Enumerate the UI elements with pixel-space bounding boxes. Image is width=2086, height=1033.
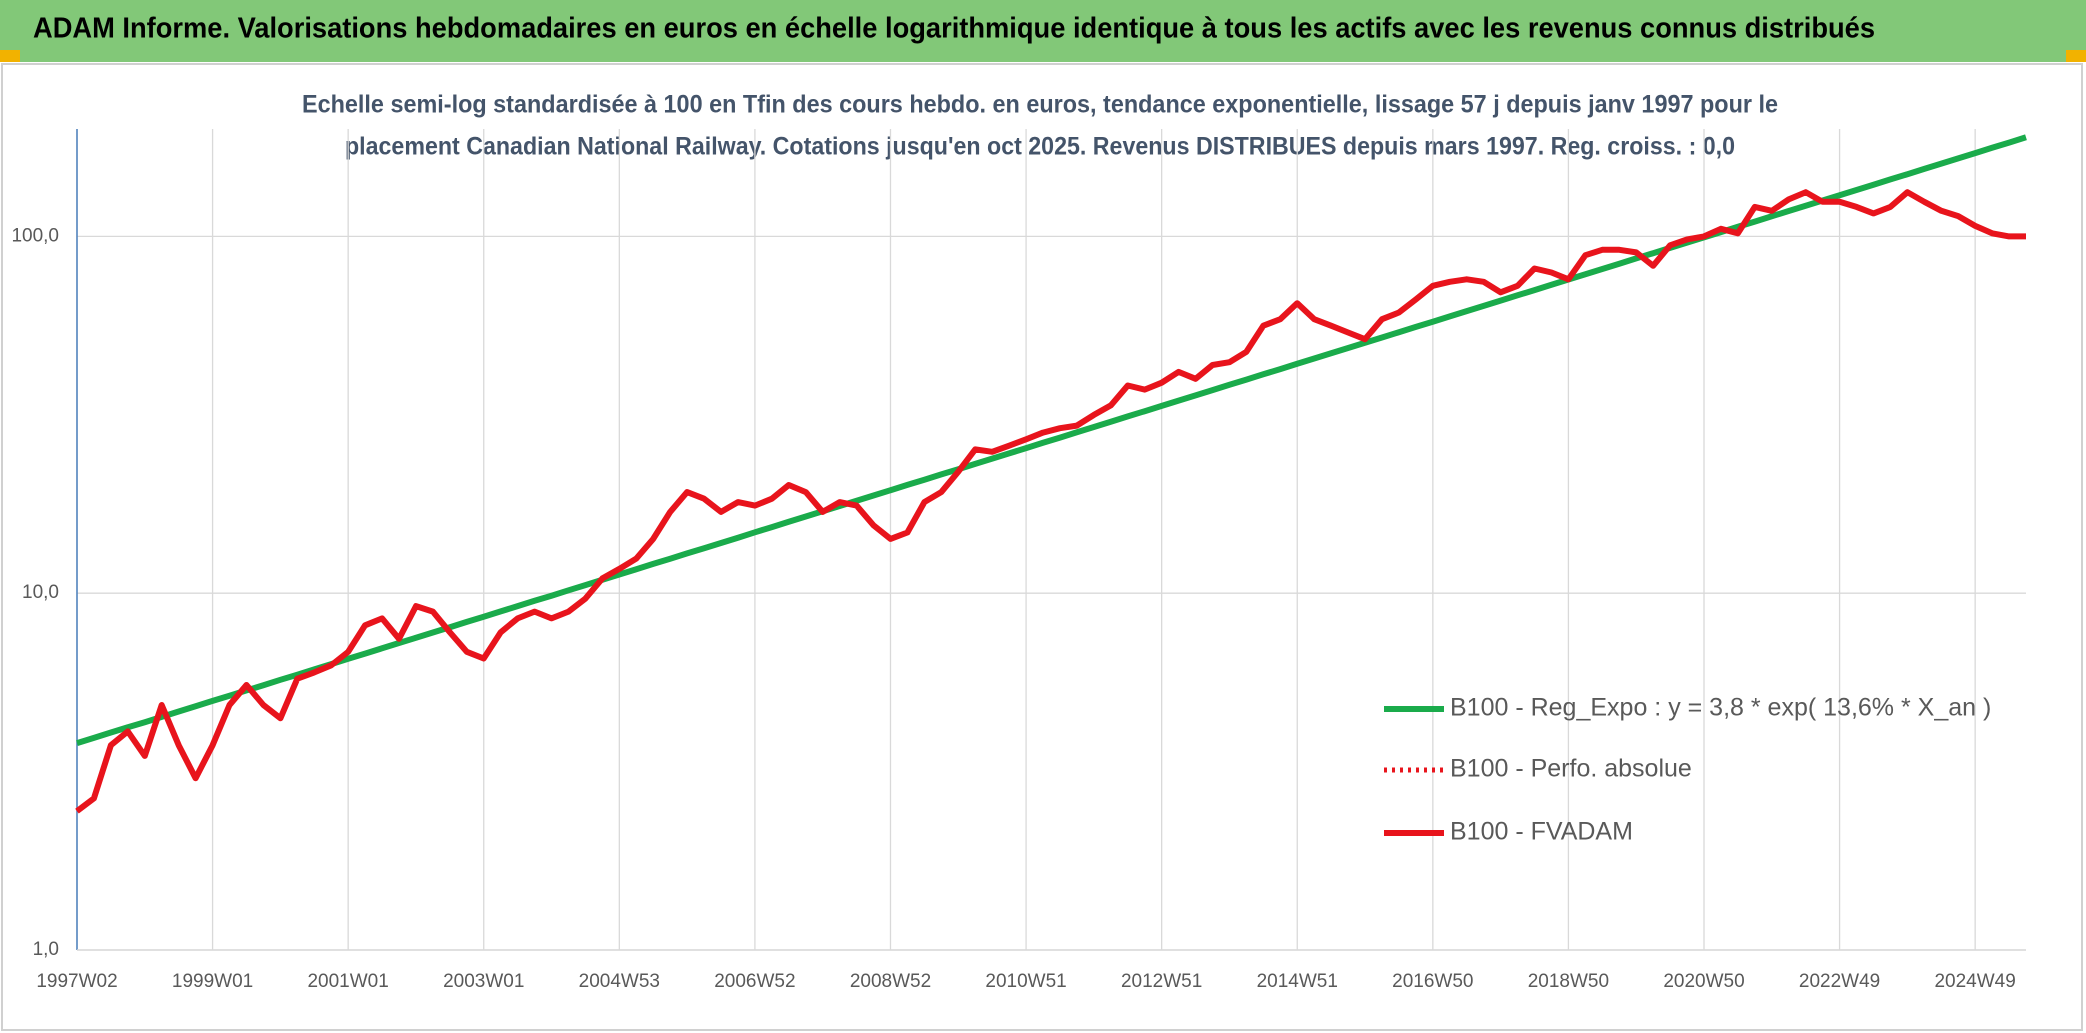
y-tick-label: 1,0: [33, 939, 59, 960]
subtitle-line: Echelle semi-log standardisée à 100 en T…: [302, 91, 1778, 119]
x-tick-label: 1999W01: [172, 971, 253, 992]
x-tick-label: 2003W01: [443, 971, 524, 992]
x-tick-label: 2001W01: [307, 971, 388, 992]
subtitle-line: placement Canadian National Railway. Cot…: [345, 133, 1735, 161]
x-tick-label: 2016W50: [1392, 971, 1473, 992]
legend-label: B100 - FVADAM: [1450, 818, 1633, 846]
corner-right: [2066, 50, 2086, 62]
x-tick-label: 2008W52: [850, 971, 931, 992]
y-tick-label: 100,0: [11, 225, 59, 246]
x-tick-label: 2018W50: [1528, 971, 1609, 992]
x-tick-label: 2024W49: [1934, 971, 2015, 992]
x-tick-label: 2020W50: [1663, 971, 1744, 992]
chart-title: ADAM Informe. Valorisations hebdomadaire…: [33, 13, 1875, 45]
y-tick-label: 10,0: [22, 582, 59, 603]
x-tick-label: 2022W49: [1799, 971, 1880, 992]
x-tick-label: 2006W52: [714, 971, 795, 992]
x-tick-label: 2012W51: [1121, 971, 1202, 992]
legend-label: B100 - Perfo. absolue: [1450, 755, 1692, 783]
header-bar: [0, 0, 2086, 62]
series-line: [75, 189, 2026, 814]
x-tick-label: 2014W51: [1257, 971, 1338, 992]
legend-label: B100 - Reg_Expo : y = 3,8 * exp( 13,6% *…: [1450, 694, 1991, 722]
x-tick-label: 2004W53: [579, 971, 660, 992]
corner-left: [0, 50, 20, 62]
x-tick-label: 1997W02: [36, 971, 117, 992]
x-tick-label: 2010W51: [985, 971, 1066, 992]
